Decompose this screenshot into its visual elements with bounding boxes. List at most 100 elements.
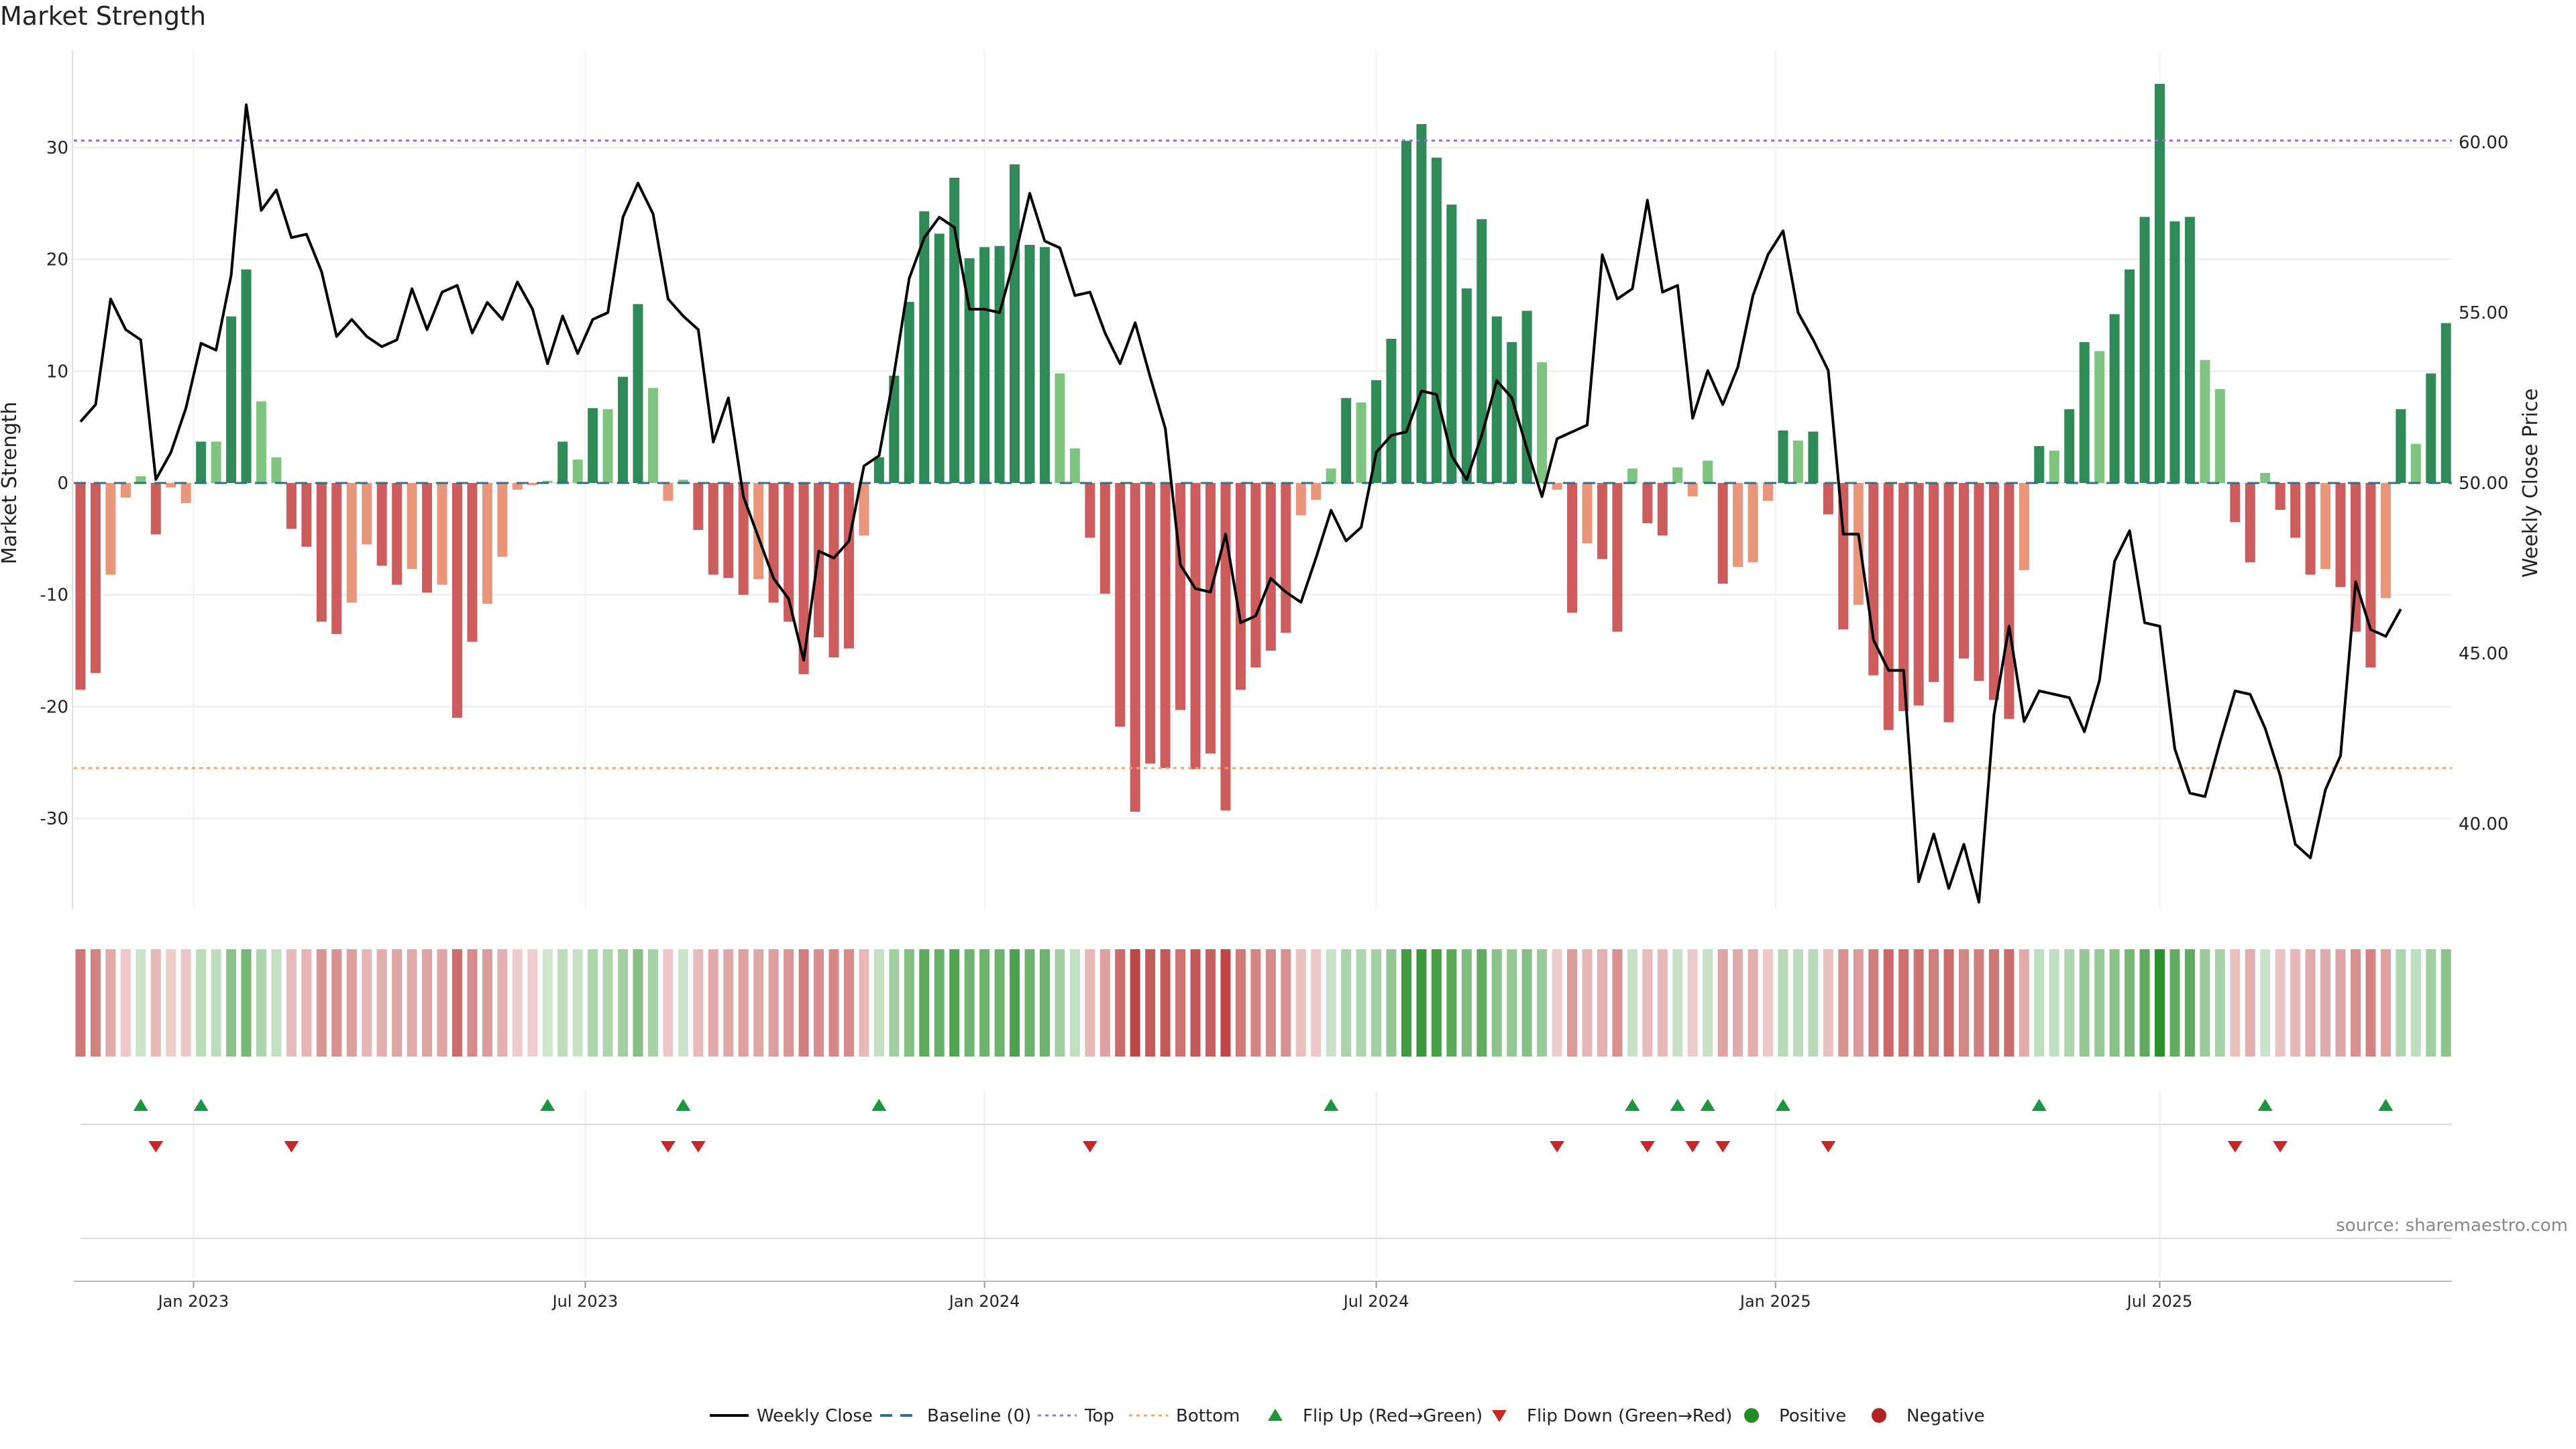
strength-bar (1386, 339, 1397, 483)
right-axis-title: Weekly Close Price (2519, 388, 2542, 578)
heat-cell (1160, 949, 1171, 1057)
strength-bar (1988, 483, 1999, 700)
strength-bar (1205, 483, 1216, 754)
strength-bar (196, 441, 207, 483)
heat-cell (2214, 949, 2225, 1057)
flip-down-marker (1821, 1141, 1836, 1152)
legend-swatch-flip-up (1268, 1409, 1283, 1421)
strength-bar (738, 483, 749, 595)
strength-bar (2440, 323, 2451, 483)
heat-cell (1130, 949, 1140, 1057)
strength-bar (934, 233, 945, 483)
left-tick-label: -10 (40, 586, 68, 606)
heat-cell (2426, 949, 2436, 1057)
strength-bar (588, 408, 598, 483)
strength-bar (1130, 483, 1140, 812)
flip-down-marker (1550, 1141, 1565, 1152)
heat-cell (1763, 949, 1774, 1057)
strength-bar (873, 457, 884, 483)
heat-cell (994, 949, 1005, 1057)
right-tick-label: 40.00 (2459, 814, 2508, 835)
legend: Weekly Close Baseline (0) Top Bottom Flip Up… (710, 1406, 1985, 1426)
legend-label: Flip Down (Green→Red) (1527, 1406, 1732, 1426)
strength-bar (889, 376, 900, 483)
strength-bar (798, 483, 809, 674)
heat-cell (407, 949, 417, 1057)
heat-cell (618, 949, 629, 1057)
heat-cell (708, 949, 718, 1057)
heat-cell (828, 949, 839, 1057)
heat-cell (1265, 949, 1276, 1057)
heat-cell (2064, 949, 2075, 1057)
strength-bar (1069, 448, 1080, 483)
strength-bar (497, 483, 508, 557)
strength-bar (542, 480, 553, 483)
strength-bar (316, 483, 327, 622)
heat-cell (1778, 949, 1788, 1057)
strength-bar (949, 178, 960, 483)
heat-cell (1235, 949, 1246, 1057)
strength-bar (1913, 483, 1924, 706)
strength-bar (286, 483, 297, 529)
legend-label: Positive (1779, 1406, 1846, 1426)
flip-up-marker (1324, 1099, 1339, 1111)
heat-cell (904, 949, 914, 1057)
strength-bar (2109, 314, 2120, 483)
strength-bar (753, 483, 764, 580)
strength-bar (346, 483, 357, 603)
strength-bar (1250, 483, 1261, 667)
heat-cell (2396, 949, 2406, 1057)
strength-bar (467, 483, 478, 642)
strength-bar (1099, 483, 1110, 594)
heat-cell (1190, 949, 1201, 1057)
source-label: source: sharemaestro.com (2336, 1216, 2568, 1236)
heat-cell (2139, 949, 2150, 1057)
heat-cell (2410, 949, 2421, 1057)
heat-cell (663, 949, 674, 1057)
flip-up-marker (1670, 1099, 1685, 1111)
strength-bar (2125, 269, 2135, 483)
heat-cell (2004, 949, 2015, 1057)
heat-cell (2305, 949, 2316, 1057)
strength-bar (2004, 483, 2015, 719)
left-axis-title: Market Strength (0, 402, 21, 564)
strength-bar (979, 247, 990, 483)
heat-cell (166, 949, 176, 1057)
strength-bar (2214, 389, 2225, 483)
strength-bar (1627, 468, 1638, 483)
strength-bar (392, 483, 402, 585)
heat-cell (964, 949, 975, 1057)
strength-bar (602, 409, 613, 483)
legend-swatch-negative (1872, 1408, 1886, 1423)
heat-cell (2290, 949, 2301, 1057)
strength-bar (2290, 483, 2301, 538)
heat-cell (633, 949, 643, 1057)
heat-cell (1552, 949, 1562, 1057)
strength-bar (256, 401, 267, 483)
strength-bar (859, 483, 869, 536)
strength-bar (90, 483, 101, 674)
strength-bar (376, 483, 387, 566)
heat-cell (572, 949, 583, 1057)
strength-bar (919, 211, 930, 483)
heat-cell (1491, 949, 1502, 1057)
strength-bar (271, 457, 282, 483)
flip-up-marker (871, 1099, 887, 1111)
strength-bar (512, 483, 523, 490)
heat-cell (362, 949, 372, 1057)
strength-bar (633, 304, 643, 483)
strength-bar (1687, 483, 1698, 496)
heat-cell (376, 949, 387, 1057)
heat-cell (1853, 949, 1864, 1057)
strength-bar (2245, 483, 2255, 563)
heat-cell (798, 949, 809, 1057)
heat-cell (136, 949, 146, 1057)
strength-bar (1733, 483, 1743, 567)
strength-bar (2049, 450, 2059, 483)
strength-bar (2380, 483, 2391, 598)
strength-bar (1959, 483, 1969, 659)
strength-bar (2094, 351, 2105, 483)
strength-bar (1778, 430, 1788, 483)
strength-bar (1672, 467, 1683, 483)
